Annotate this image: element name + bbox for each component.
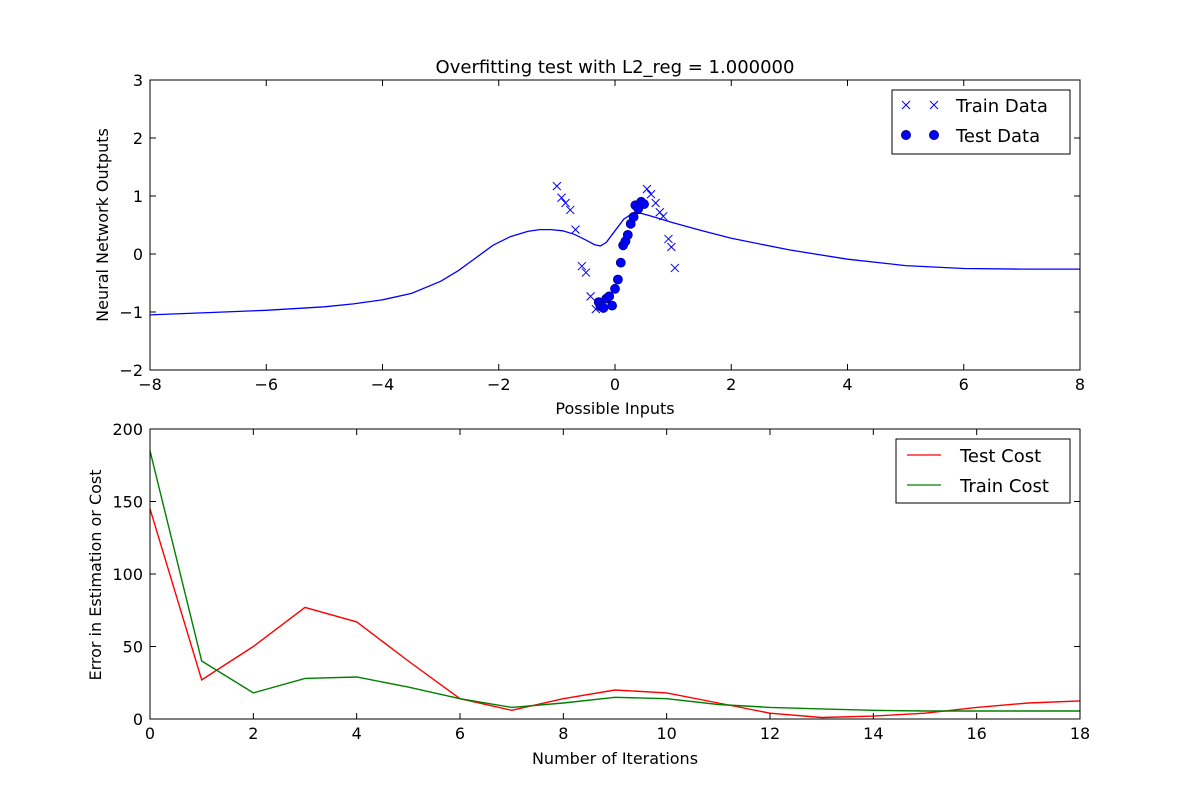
top-x-tick-label: 2	[726, 375, 736, 394]
test-data-point	[604, 291, 615, 302]
top-x-tick-label: 8	[1075, 375, 1085, 394]
bottom-x-tick-label: 8	[558, 724, 568, 743]
test-data-point	[607, 300, 617, 311]
top-y-tick-label: 1	[133, 187, 143, 206]
train-data-point	[667, 242, 676, 252]
top-x-tick-label: −6	[254, 375, 278, 394]
top-y-tick-label: −2	[119, 361, 143, 380]
train-data-point	[565, 205, 575, 215]
train-data-point	[646, 189, 656, 199]
bottom-x-tick-label: 6	[455, 724, 465, 743]
test-data-point	[639, 199, 649, 210]
train-data-point	[658, 211, 668, 221]
bottom-x-tick-label: 10	[656, 724, 676, 743]
train-data-point	[557, 193, 566, 203]
legend-label-train-cost: Train Cost	[959, 476, 1049, 497]
bottom-x-axis-label: Number of Iterations	[532, 749, 698, 768]
top-x-tick-label: −4	[371, 375, 395, 394]
legend-marker-test-data	[901, 130, 939, 140]
top-subplot: Overfitting test with L2_reg = 1.000000 …	[93, 57, 1085, 418]
bottom-y-tick-label: 150	[112, 493, 143, 512]
train-data-point	[651, 198, 661, 208]
top-x-tick-label: 0	[610, 375, 620, 394]
train-data-point	[670, 263, 680, 273]
test-data-point	[598, 303, 609, 313]
train-data-point	[581, 268, 591, 277]
legend-label-test-cost: Test Cost	[959, 446, 1041, 467]
train-data-point	[561, 198, 570, 208]
bottom-legend-box	[895, 438, 1071, 504]
top-y-tick-label: 3	[133, 71, 143, 90]
test-data-point	[613, 274, 623, 285]
top-plot-area	[149, 181, 1080, 316]
train-data-point	[664, 234, 673, 244]
bottom-plot-area	[149, 450, 1081, 719]
top-axis-ticks: −8 −6 −4 −2 0 2 4 6 8 −2 −1 0 1 2 3	[119, 71, 1085, 394]
bottom-y-tick-label: 0	[133, 710, 143, 729]
bottom-x-tick-label: 12	[760, 724, 780, 743]
train-data-point	[571, 225, 580, 234]
bottom-x-tick-label: 2	[248, 724, 258, 743]
bottom-legend: Test Cost Train Cost	[895, 438, 1071, 504]
top-x-tick-label: 4	[842, 375, 852, 394]
legend-label-train-data: Train Data	[955, 96, 1048, 117]
top-y-axis-label: Neural Network Outputs	[93, 128, 112, 322]
legend-marker-train-data	[901, 100, 939, 110]
top-x-tick-label: 6	[959, 375, 969, 394]
bottom-x-tick-label: 0	[145, 724, 155, 743]
train-data-point	[586, 291, 595, 301]
test-data-point	[615, 257, 626, 268]
test-cost-line	[149, 508, 1081, 719]
test-data-point	[622, 229, 633, 240]
bottom-x-tick-label: 4	[352, 724, 362, 743]
bottom-x-tick-label: 18	[1070, 724, 1090, 743]
bottom-subplot: 0 2 4 6 8 10 12 14 16 18 0 50 100 150 200 Number of It…	[86, 420, 1090, 768]
legend-label-test-data: Test Data	[955, 126, 1040, 147]
top-chart-title: Overfitting test with L2_reg = 1.000000	[436, 57, 795, 78]
top-y-tick-label: 0	[133, 245, 143, 264]
bottom-x-tick-label: 16	[966, 724, 986, 743]
top-x-tick-label: −8	[138, 375, 162, 394]
test-data-point	[628, 211, 639, 222]
top-x-axis-label: Possible Inputs	[555, 399, 674, 418]
top-x-tick-label: −2	[487, 375, 511, 394]
bottom-x-tick-label: 14	[863, 724, 883, 743]
train-data-point	[552, 181, 562, 191]
bottom-axis-ticks: 0 2 4 6 8 10 12 14 16 18 0 50 100 150 200	[112, 420, 1090, 743]
bottom-y-axis-label: Error in Estimation or Cost	[86, 469, 105, 680]
bottom-y-tick-label: 100	[112, 565, 143, 584]
bottom-y-tick-label: 200	[112, 420, 143, 439]
train-data-point	[577, 261, 587, 271]
test-data-point	[610, 283, 620, 294]
bottom-y-tick-label: 50	[123, 638, 143, 657]
train-cost-line	[149, 450, 1080, 712]
top-legend: Train Data Test Data	[891, 89, 1071, 155]
train-data-point	[642, 184, 652, 194]
top-legend-box	[891, 89, 1071, 155]
top-y-tick-label: 2	[133, 129, 143, 148]
top-y-tick-label: −1	[119, 303, 143, 322]
network-output-curve	[149, 212, 1080, 316]
